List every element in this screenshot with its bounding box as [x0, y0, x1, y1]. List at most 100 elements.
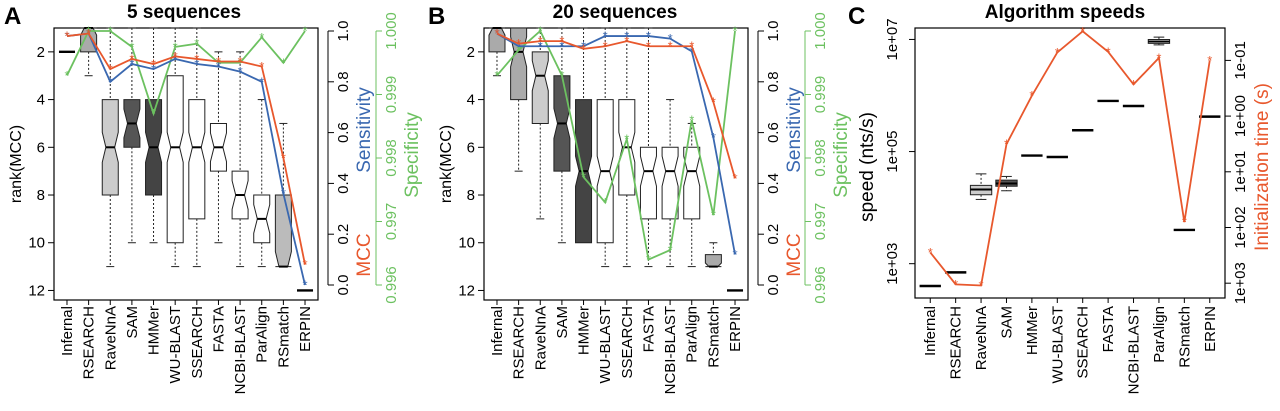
- panel-b-title: 20 sequences: [553, 2, 678, 23]
- panel-b-y2tick-label: 0.0: [765, 275, 782, 296]
- panel-a-xtick-label: SSEARCH: [189, 306, 206, 379]
- panel-b-box-ravenna-body: [531, 51, 549, 124]
- panel-b-box-rsmatch-body: [704, 254, 722, 268]
- panel-a-xtick-label: SAM: [124, 306, 141, 339]
- panel-c-series-initialization-time-s--line: [929, 30, 1211, 287]
- panel-a-series-specificity-point: *: [151, 106, 156, 121]
- panel-a-xtick-label: RSmatch: [275, 306, 292, 368]
- panel-b-box-ncbi-blast-body: [661, 146, 679, 220]
- panel-b-xtick-label: SSEARCH: [619, 306, 636, 379]
- panel-a-box-wu-blast: [166, 27, 184, 268]
- panel-c-xtick-label: FASTA: [1100, 306, 1117, 352]
- panel-a-y2tick-label: 0.8: [335, 71, 352, 92]
- panel-b-xtick-label: SAM: [554, 306, 571, 339]
- panel-b-y3tick-label: 1.000: [812, 12, 829, 50]
- panel-a-series-sensitivity-point: *: [259, 74, 264, 89]
- panel-c-plot: * * * * * * * * * * * * 1e+03 1e+05 1e+07 speed (nts/s)…: [857, 18, 1273, 394]
- panel-b-xtick-label: FASTA: [640, 306, 657, 352]
- panel-b-box-sam: [553, 27, 571, 244]
- panel-b-series-mcc-point: *: [516, 36, 521, 51]
- panel-b-series-mcc-line: [496, 32, 736, 179]
- panel-a-xtick-label: WU-BLAST: [167, 306, 184, 384]
- panel-a-series-mcc-point: *: [173, 49, 178, 64]
- panel-a-series-mcc-point: *: [259, 59, 264, 74]
- panel-c-series-initialization-time-s--point: *: [1131, 77, 1136, 92]
- panel-b-series-mcc-point: *: [494, 26, 499, 41]
- panel-a-series-specificity-point: *: [129, 39, 134, 54]
- panel-b-xtick-label: WU-BLAST: [597, 306, 614, 384]
- panel-b: B 20 sequences ************** * * ** * * *****…: [428, 2, 852, 394]
- panel-a-box-ssearch: [188, 27, 206, 268]
- panel-b-box-ncbi-blast: [661, 99, 679, 268]
- panel-a-y3tick-label: 1.000: [383, 12, 400, 50]
- panel-b-series-sensitivity-point: *: [538, 39, 543, 54]
- panel-b-series-mcc-point: *: [581, 41, 586, 56]
- panel-b-plot-frame: [483, 27, 749, 301]
- panel-a-series-mcc-point: *: [108, 62, 113, 77]
- panel-a-series-specificity-point: *: [302, 24, 307, 39]
- panel-b-series-specificity: ************: [494, 24, 737, 268]
- panel-a-y2tick-label: 0.4: [335, 173, 352, 194]
- panel-b-xtick-label: RSEARCH: [511, 306, 528, 379]
- panel-a-series-sensitivity-point: *: [173, 51, 178, 66]
- panel-a-series-sensitivity-point: *: [281, 186, 286, 201]
- panel-b-series-sensitivity-point: *: [689, 44, 694, 59]
- panel-b-ytick-label: 12: [458, 282, 475, 299]
- panel-a-y3tick-label: 0.998: [383, 139, 400, 177]
- panel-c-xtick-label: Infernal: [922, 306, 939, 356]
- panel-b-box-fasta: [639, 27, 657, 268]
- panel-c-series-initialization-time-s--point: *: [1156, 50, 1161, 65]
- panel-b-series-specificity-point: *: [689, 112, 694, 127]
- panel-a-box-paralign: [253, 99, 271, 268]
- panel-b-y2tick-label: 0.6: [765, 122, 782, 143]
- panel-b-xtick-label: RSmatch: [705, 306, 722, 368]
- panel-a-series-specificity-point: *: [86, 24, 91, 39]
- panel-b-y2label-sensitivity: Sensitivity: [784, 87, 805, 173]
- panel-b-series-sensitivity-point: *: [581, 39, 586, 54]
- panel-b-ytick-label: 4: [467, 92, 475, 109]
- panel-b-series-specificity-point: *: [711, 208, 716, 223]
- panel-b-y2tick-label: 0.4: [765, 173, 782, 194]
- panel-b-series-mcc-point: *: [689, 39, 694, 54]
- panel-a-y2label-sensitivity: Sensitivity: [354, 87, 375, 173]
- panel-c-series-initialization-time-s--point: *: [979, 278, 984, 293]
- panel-b-ylabel: rank(MCC): [438, 125, 455, 203]
- panel-a-series-sensitivity-point: *: [151, 62, 156, 77]
- panel-a-title: 5 sequences: [127, 2, 241, 23]
- panel-b-series-sensitivity-point: *: [624, 29, 629, 44]
- panel-b-series-sensitivity-point: *: [711, 130, 716, 145]
- panel-c-y2tick-label: 1e-01: [1232, 41, 1249, 79]
- panel-a-ytick-label: 10: [28, 235, 45, 252]
- panel-a-plot-frame: [53, 27, 319, 301]
- panel-a-y2tick-label: 0.2: [335, 224, 352, 245]
- panel-b-ytick-label: 2: [467, 44, 475, 61]
- panel-c-xtick-label: WU-BLAST: [1049, 306, 1066, 384]
- panel-a-box-rsmatch-body: [274, 194, 292, 268]
- panel-b-series-specificity-point: *: [668, 243, 673, 258]
- panel-c-y2label: Initialization time (s): [1252, 83, 1273, 251]
- panel-a-series-specificity-point: *: [108, 24, 113, 39]
- panel-a-series-mcc: * *** ** * * * ***: [64, 26, 307, 272]
- panel-b-y3tick-label: 0.997: [812, 203, 829, 241]
- panel-b-series-specificity-point: *: [624, 131, 629, 146]
- panel-b-series-mcc-point: *: [538, 34, 543, 49]
- panel-c: C Algorithm speeds * * * * * * * * * * * * 1e+03 1e+0…: [848, 2, 1273, 394]
- panel-b-xtick-label: Infernal: [489, 306, 506, 356]
- panel-b-series-sensitivity-point: *: [559, 39, 564, 54]
- panel-b-xtick-label: RaveNnA: [532, 306, 549, 370]
- panel-b-box-fasta-body: [639, 146, 657, 220]
- panel-a-box-wu-blast-body: [166, 75, 184, 244]
- panel-a-series-mcc-point: *: [151, 57, 156, 72]
- panel-c-series-initialization-time-s-: * * * * * * * * * * * *: [928, 24, 1213, 293]
- panel-a-box-hmmer: [145, 27, 163, 244]
- panel-b-series-specificity-line: [496, 29, 736, 261]
- panel-c-box-paralign: [1147, 36, 1171, 46]
- panel-b-y2label-mcc: MCC: [784, 233, 805, 276]
- panel-c-xtick-label: HMMer: [1024, 306, 1041, 355]
- panel-a-series-sensitivity-point: *: [108, 74, 113, 89]
- panel-c-series-initialization-time-s--point: *: [1029, 88, 1034, 103]
- panel-b-series-mcc: ** * ** * * * * ***: [494, 26, 737, 186]
- panel-a-box-fasta: [209, 51, 227, 244]
- panel-a-xtick-label: RaveNnA: [102, 306, 119, 370]
